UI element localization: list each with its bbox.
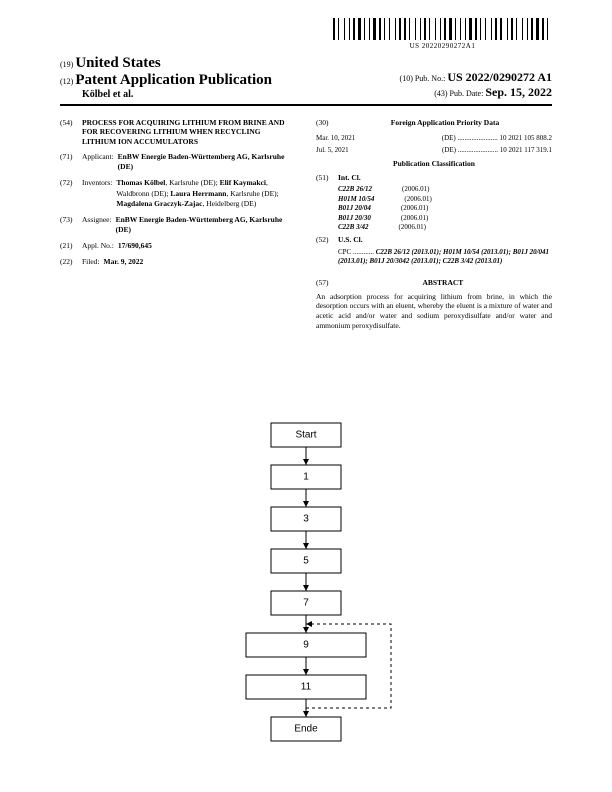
pubclass-heading: Publication Classification: [316, 159, 552, 169]
pubno-code: (10): [400, 74, 413, 83]
intcl-rows: C22B 26/12(2006.01)H01M 10/54(2006.01)B0…: [316, 185, 552, 232]
field-intcl: (51) Int. Cl.: [316, 173, 552, 183]
svg-text:3: 3: [303, 514, 309, 525]
flowchart: Start 1 3 5 7 9 11 Ende: [0, 415, 612, 785]
field-inventors: (72) Inventors: Thomas Kölbel, Karlsruhe…: [60, 178, 296, 208]
filed-value: Mar. 9, 2022: [104, 257, 296, 267]
cpc-label: CPC: [338, 248, 351, 256]
field-assignee: (73) Assignee: EnBW Energie Baden-Württe…: [60, 215, 296, 235]
abstract-heading: ABSTRACT: [340, 278, 546, 288]
field-priority: (30) Foreign Application Priority Data: [316, 118, 552, 128]
svg-text:5: 5: [303, 556, 309, 567]
applicant-label: Applicant:: [82, 152, 114, 172]
field-applicant: (71) Applicant: EnBW Energie Baden-Württ…: [60, 152, 296, 172]
pub-title: Patent Application Publication: [75, 72, 272, 88]
svg-text:9: 9: [303, 640, 309, 651]
flowchart-svg: Start 1 3 5 7 9 11 Ende: [126, 415, 486, 785]
intcl-row: B01J 20/30(2006.01): [338, 214, 552, 223]
filed-code: (22): [60, 257, 82, 267]
svg-text:7: 7: [303, 598, 309, 609]
priority-rows: Mar. 10, 2021(DE) ......................…: [316, 134, 552, 155]
assignee-label: Assignee:: [82, 215, 112, 235]
inventors-value: Thomas Kölbel, Karlsruhe (DE); Elif Kaym…: [116, 178, 296, 208]
svg-text:Ende: Ende: [294, 724, 318, 735]
pub-code: (12): [60, 77, 73, 86]
filed-label: Filed:: [82, 257, 100, 267]
intcl-row: C22B 3/42(2006.01): [338, 223, 552, 232]
field-title: (54) PROCESS FOR ACQUIRING LITHIUM FROM …: [60, 118, 296, 146]
field-uscl: (52) U.S. Cl.: [316, 235, 552, 245]
priority-row: Jul. 5, 2021(DE) .......................…: [316, 146, 552, 155]
applno-label: Appl. No.:: [82, 241, 114, 251]
field-applno: (21) Appl. No.: 17/690,645: [60, 241, 296, 251]
pub-date: Sep. 15, 2022: [485, 85, 552, 99]
header-rule: [60, 104, 552, 106]
abstract-text: An adsorption process for acquiring lith…: [316, 292, 552, 331]
svg-text:Start: Start: [295, 430, 316, 441]
country-name: United States: [75, 55, 160, 71]
priority-code: (30): [316, 118, 338, 128]
right-column: (30) Foreign Application Priority Data M…: [316, 118, 552, 331]
inventors-label: Inventors:: [82, 178, 112, 208]
abstract-code: (57): [316, 278, 338, 288]
country-code: (19): [60, 60, 73, 69]
assignee-code: (73): [60, 215, 82, 235]
biblio-block: (54) PROCESS FOR ACQUIRING LITHIUM FROM …: [60, 118, 552, 331]
inventors-code: (72): [60, 178, 82, 208]
pubno-label: Pub. No.:: [415, 74, 445, 83]
applno-value: 17/690,645: [118, 241, 296, 251]
pubdate-code: (43): [434, 89, 447, 98]
uscl-code: (52): [316, 235, 338, 245]
intcl-label: Int. Cl.: [338, 173, 361, 182]
pubdate-label: Pub. Date:: [450, 89, 484, 98]
intcl-row: H01M 10/54(2006.01): [338, 195, 552, 204]
uscl-label: U.S. Cl.: [338, 235, 363, 244]
applno-code: (21): [60, 241, 82, 251]
page-header: (19) United States (12) Patent Applicati…: [60, 55, 552, 100]
applicant-code: (71): [60, 152, 82, 172]
barcode-bars: [333, 18, 552, 40]
title-code: (54): [60, 118, 82, 146]
svg-text:11: 11: [301, 682, 312, 693]
priority-heading: Foreign Application Priority Data: [391, 118, 499, 127]
assignee-value: EnBW Energie Baden-Württemberg AG, Karls…: [116, 215, 296, 235]
intcl-code: (51): [316, 173, 338, 183]
intcl-row: B01J 20/04(2006.01): [338, 204, 552, 213]
barcode: US 20220290272A1: [333, 18, 552, 50]
cpc-row: CPC ............ C22B 26/12 (2013.01); H…: [338, 248, 552, 267]
intcl-row: C22B 26/12(2006.01): [338, 185, 552, 194]
barcode-text: US 20220290272A1: [410, 42, 476, 50]
pub-number: US 2022/0290272 A1: [447, 70, 552, 84]
field-filed: (22) Filed: Mar. 9, 2022: [60, 257, 296, 267]
svg-text:1: 1: [303, 472, 309, 483]
applicant-value: EnBW Energie Baden-Württemberg AG, Karls…: [118, 152, 296, 172]
left-column: (54) PROCESS FOR ACQUIRING LITHIUM FROM …: [60, 118, 296, 331]
cpc-value: C22B 26/12 (2013.01); H01M 10/54 (2013.0…: [338, 248, 549, 265]
authors: Kölbel et al.: [82, 89, 272, 100]
priority-row: Mar. 10, 2021(DE) ......................…: [316, 134, 552, 143]
invention-title: PROCESS FOR ACQUIRING LITHIUM FROM BRINE…: [82, 118, 296, 146]
